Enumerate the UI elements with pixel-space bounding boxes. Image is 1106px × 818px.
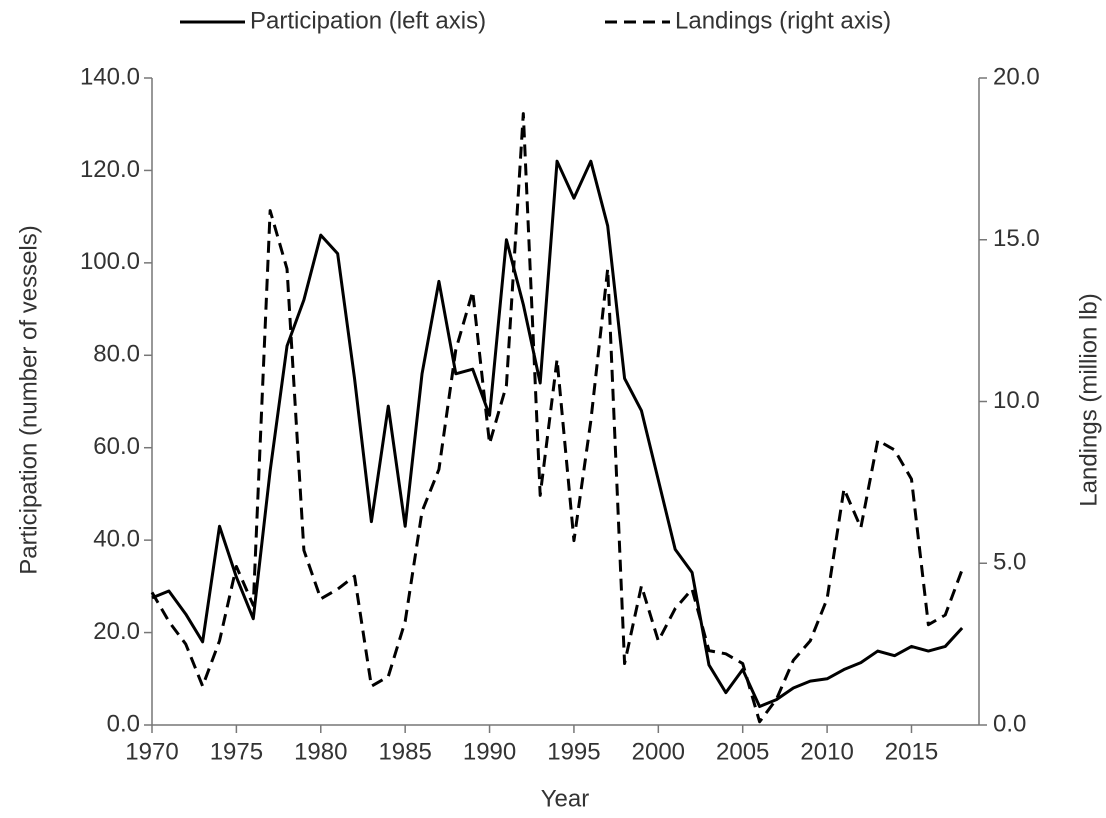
y-tick-label: 140.0 (80, 63, 140, 90)
y-tick-label: 0.0 (107, 710, 140, 737)
series-line (150, 112, 964, 724)
y-tick-label: 120.0 (80, 156, 140, 183)
x-tick-label: 2015 (885, 738, 938, 765)
y2-tick-label: 10.0 (993, 387, 1040, 414)
y-tick-label: 100.0 (80, 248, 140, 275)
x-tick-label: 2010 (800, 738, 853, 765)
y2-tick-label: 5.0 (993, 549, 1026, 576)
x-tick-label: 1990 (463, 738, 516, 765)
y2-axis-label: Landings (million lb) (1075, 293, 1102, 506)
y2-tick-label: 15.0 (993, 225, 1040, 252)
y2-tick-label: 20.0 (993, 63, 1040, 90)
y-tick-label: 60.0 (93, 433, 140, 460)
legend-label: Landings (right axis) (675, 7, 891, 34)
x-tick-label: 1995 (547, 738, 600, 765)
x-tick-label: 2005 (716, 738, 769, 765)
y-tick-label: 80.0 (93, 341, 140, 368)
x-tick-label: 2000 (632, 738, 685, 765)
y2-tick-label: 0.0 (993, 710, 1026, 737)
y-axis-label: Participation (number of vessels) (15, 225, 42, 574)
y-tick-label: 20.0 (93, 618, 140, 645)
x-tick-label: 1985 (378, 738, 431, 765)
legend-label: Participation (left axis) (250, 7, 486, 34)
x-axis-label: Year (541, 785, 590, 812)
y-tick-label: 40.0 (93, 525, 140, 552)
series-line (151, 159, 964, 709)
x-tick-label: 1970 (125, 738, 178, 765)
x-tick-label: 1975 (210, 738, 263, 765)
x-tick-label: 1980 (294, 738, 347, 765)
